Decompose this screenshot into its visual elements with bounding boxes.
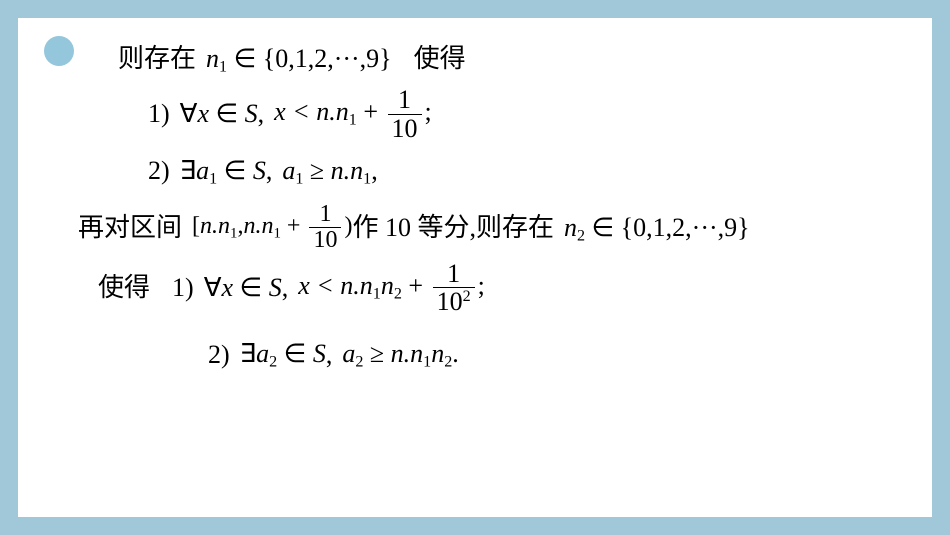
set: ∈ {0,1,2,···,9} bbox=[585, 213, 750, 242]
expr: n.n bbox=[200, 213, 230, 239]
line-5: 使得 1) ∀x ∈ S, x < n.n1n2 + 1102; bbox=[98, 260, 902, 316]
denominator: 10 bbox=[309, 227, 341, 253]
text: 再对区间 bbox=[78, 207, 182, 249]
comma: , bbox=[258, 93, 265, 135]
bracket: [ bbox=[192, 213, 200, 239]
item-label: 2) bbox=[148, 150, 170, 192]
comma: , bbox=[282, 267, 289, 309]
expr: n.n bbox=[391, 339, 424, 368]
math: n2 ∈ {0,1,2,···,9} bbox=[564, 207, 750, 249]
text: ,则存在 bbox=[469, 207, 554, 249]
math: x < n.n1n2 + 1102; bbox=[298, 260, 485, 316]
math: n1 ∈ {0,1,2,···,9} bbox=[206, 38, 392, 80]
plus: + bbox=[402, 270, 430, 299]
comma: , bbox=[266, 150, 273, 192]
math: ∀x ∈ S bbox=[180, 93, 258, 135]
var: n bbox=[381, 270, 394, 299]
text: 使得 bbox=[98, 267, 150, 309]
line-1: 则存在 n1 ∈ {0,1,2,···,9} 使得 bbox=[118, 38, 902, 80]
var: a bbox=[282, 156, 295, 185]
expr: n.n bbox=[243, 213, 273, 239]
sub: 1 bbox=[219, 59, 227, 76]
semicolon: ; bbox=[478, 270, 485, 299]
item-label: 1) bbox=[148, 93, 170, 135]
fraction: 110 bbox=[388, 86, 422, 142]
math: ∃a2 ∈ S bbox=[240, 333, 326, 375]
semicolon: ; bbox=[425, 97, 432, 126]
math: ∀x ∈ S bbox=[204, 267, 282, 309]
var: n bbox=[431, 339, 444, 368]
math: a1 ≥ n.n1, bbox=[282, 150, 377, 192]
sub: 1 bbox=[373, 285, 381, 302]
den-base: 10 bbox=[437, 287, 463, 316]
math: ∃∃aa1 ∈ S bbox=[180, 150, 266, 192]
line-4: 再对区间 [n.n1,n.n1 + 110) 作 10 等分 ,则存在 n2 ∈… bbox=[78, 202, 902, 253]
bullet-icon bbox=[44, 36, 74, 66]
text: 则存在 bbox=[118, 38, 196, 80]
bracket: ) bbox=[344, 213, 352, 239]
plus: + bbox=[281, 213, 307, 239]
denominator: 102 bbox=[433, 287, 475, 315]
comma: , bbox=[326, 334, 333, 376]
comma: , bbox=[371, 156, 378, 185]
expr: n.n bbox=[331, 156, 364, 185]
period: . bbox=[452, 339, 459, 368]
expr: x < n.n bbox=[274, 97, 349, 126]
sub: 1 bbox=[209, 170, 217, 187]
math: x < n.n1 + 110; bbox=[274, 86, 432, 142]
sub: 1 bbox=[273, 226, 280, 242]
geq: ≥ bbox=[363, 339, 390, 368]
text: 使得 bbox=[414, 38, 466, 80]
sub: 2 bbox=[394, 285, 402, 302]
item-label: 2) bbox=[208, 334, 230, 376]
line-2: 1) ∀x ∈ S, x < n.n1 + 110; bbox=[148, 86, 902, 142]
var: n bbox=[564, 213, 577, 242]
set: ∈ {0,1,2,···,9} bbox=[227, 44, 392, 73]
numerator: 1 bbox=[315, 202, 335, 227]
var-n: n bbox=[206, 44, 219, 73]
math: a2 ≥ n.n1n2. bbox=[342, 333, 458, 375]
plus: + bbox=[357, 97, 385, 126]
fraction: 1102 bbox=[433, 260, 475, 316]
den-sup: 2 bbox=[463, 288, 471, 305]
geq: ≥ bbox=[303, 156, 330, 185]
text: 作 10 等分 bbox=[352, 207, 469, 249]
expr: x < n.n bbox=[298, 270, 373, 299]
line-6: 2) ∃a2 ∈ S, a2 ≥ n.n1n2. bbox=[208, 333, 902, 375]
numerator: 1 bbox=[443, 260, 464, 287]
sub: 2 bbox=[577, 227, 585, 244]
sub: 2 bbox=[269, 354, 277, 371]
denominator: 10 bbox=[388, 114, 422, 142]
line-3: 2) ∃∃aa1 ∈ S, a1 ≥ n.n1, bbox=[148, 150, 902, 192]
numerator: 1 bbox=[394, 86, 415, 113]
sub: 1 bbox=[349, 112, 357, 129]
item-label: 1) bbox=[172, 267, 194, 309]
fraction: 110 bbox=[309, 202, 341, 253]
interval: [n.n1,n.n1 + 110) bbox=[192, 202, 352, 253]
var: a bbox=[342, 339, 355, 368]
slide-panel: 则存在 n1 ∈ {0,1,2,···,9} 使得 1) ∀x ∈ S, x <… bbox=[18, 18, 932, 517]
